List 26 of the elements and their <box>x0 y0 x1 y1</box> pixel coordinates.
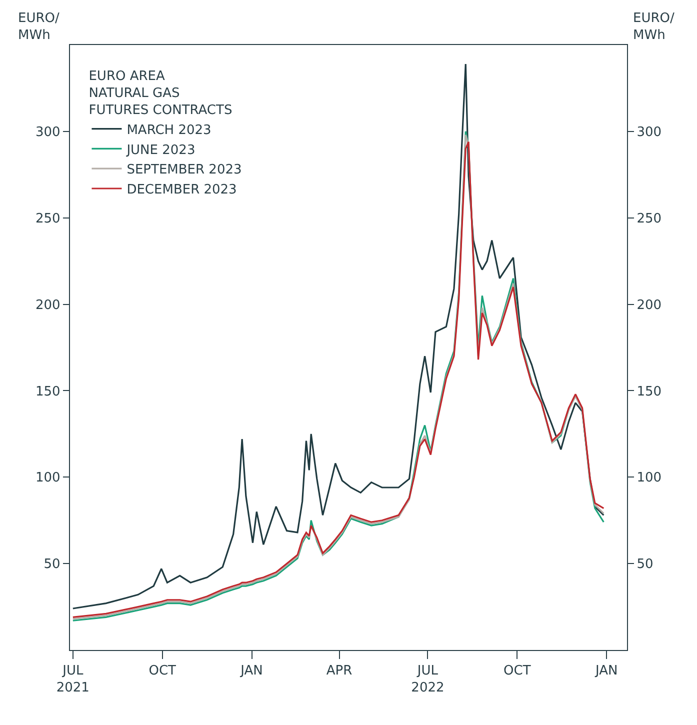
y2-tick-label: 100 <box>636 470 662 486</box>
y-tick-label: 200 <box>35 298 60 313</box>
x-tick-label: OCT <box>148 664 176 679</box>
y2-tick-label: 50 <box>636 557 654 572</box>
x-tick-label: JUL 2021 <box>56 664 90 696</box>
y-axis-title: EURO/ MWh <box>18 11 60 43</box>
y2-axis-title: EURO/ MWh <box>633 11 675 43</box>
x-tick-label: APR <box>326 664 352 679</box>
y-tick-label: 50 <box>44 557 60 572</box>
y-tick-label: 100 <box>35 470 60 486</box>
legend-label: DECEMBER 2023 <box>126 182 237 198</box>
y2-tick-label: 300 <box>636 124 662 140</box>
x-tick-label: JAN <box>240 664 263 679</box>
x-tick-label: JUL 2022 <box>411 664 444 696</box>
y-tick-label: 300 <box>35 124 60 140</box>
y-tick-label: 150 <box>35 384 60 400</box>
y2-tick-label: 200 <box>636 298 662 313</box>
x-tick-label: OCT <box>504 664 531 679</box>
y2-tick-label: 150 <box>636 384 662 400</box>
legend-label: MARCH 2023 <box>126 122 212 138</box>
y2-tick-label: 250 <box>636 211 662 226</box>
x-tick-label: JAN <box>594 664 618 679</box>
legend-label: JUNE 2023 <box>126 142 196 158</box>
y-tick-label: 250 <box>35 211 60 226</box>
legend-title: EURO AREA NATURAL GAS FUTURES CONTRACTS <box>88 69 232 118</box>
legend-label: SEPTEMBER 2023 <box>126 162 242 178</box>
